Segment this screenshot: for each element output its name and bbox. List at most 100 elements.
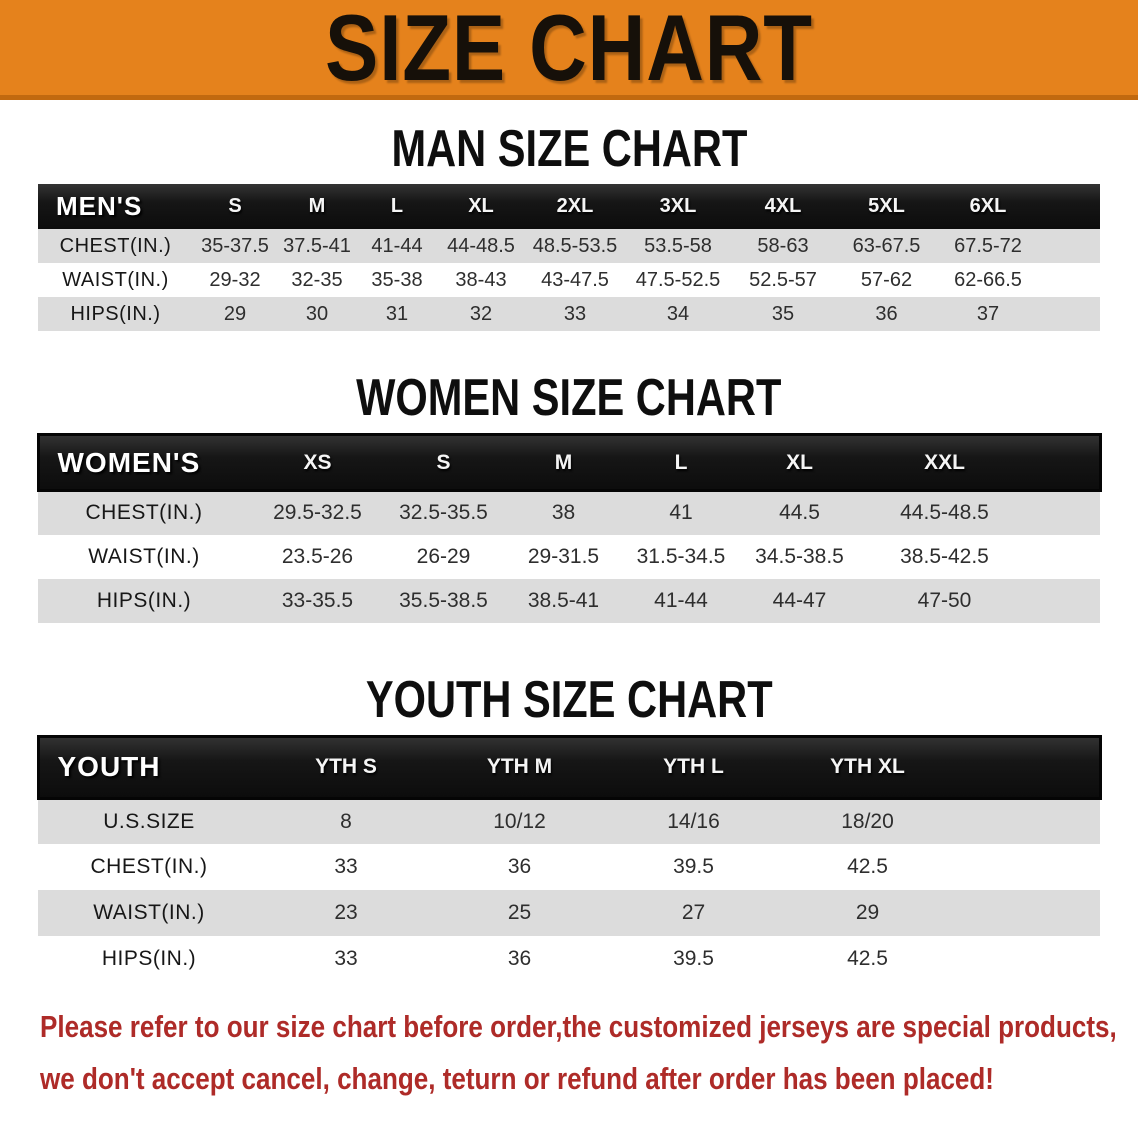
disclaimer: Please refer to our size chart before or… — [40, 1004, 1138, 1108]
size-cell: 62-66.5 — [954, 268, 1022, 291]
column-header-yth-l: YTH L — [607, 734, 780, 800]
size-cell: 41-44 — [371, 234, 423, 257]
size-cell: 57-62 — [860, 268, 913, 291]
size-cell: 31 — [385, 302, 409, 325]
column-header-3xl: 3XL — [659, 195, 697, 217]
size-cell: 44.5 — [779, 501, 820, 525]
women-header-row: WOMEN'S XS S M L XL XXL — [36, 433, 1102, 492]
women-section-heading-text: WOMEN SIZE CHART — [356, 369, 782, 427]
size-cell: 27 — [681, 901, 706, 924]
youth-table-title: YOUTH — [36, 734, 260, 800]
size-cell: 29-32 — [209, 268, 261, 291]
row-label: HIPS(IN.) — [96, 588, 192, 612]
size-cell: 67.5-72 — [954, 234, 1022, 257]
women-table-title: WOMEN'S — [36, 433, 250, 492]
men-header-row: MEN'S S M L XL 2XL 3XL 4XL 5XL 6XL — [38, 184, 1100, 229]
size-cell: 36 — [875, 302, 898, 325]
men-table-title: MEN'S — [56, 191, 143, 221]
youth-ussize-row: U.S.SIZE 8 10/12 14/16 18/20 — [38, 798, 1100, 844]
women-size-table: WOMEN'S XS S M L XL XXL CHEST(IN.) 29.5-… — [36, 433, 1102, 623]
size-cell: 36 — [507, 947, 532, 970]
size-cell: 36 — [507, 855, 532, 878]
men-section-heading-text: MAN SIZE CHART — [391, 120, 747, 178]
size-cell: 29.5-32.5 — [273, 501, 362, 525]
size-cell: 26-29 — [416, 544, 471, 568]
size-cell: 47-50 — [917, 588, 972, 612]
column-header-xl: XL — [737, 433, 862, 492]
size-cell: 39.5 — [673, 855, 714, 878]
women-chest-row: CHEST(IN.) 29.5-32.5 32.5-35.5 38 41 44.… — [38, 490, 1100, 535]
size-cell: 63-67.5 — [852, 234, 921, 257]
men-section-heading: MAN SIZE CHART — [0, 120, 1138, 184]
row-label: WAIST(IN.) — [88, 544, 200, 568]
men-waist-row: WAIST(IN.) 29-32 32-35 35-38 38-43 43-47… — [38, 263, 1100, 297]
size-cell: 38 — [551, 501, 576, 525]
spacer-cell — [1038, 263, 1100, 297]
size-cell: 29 — [855, 901, 880, 924]
size-cell: 35.5-38.5 — [399, 588, 488, 612]
size-cell: 39.5 — [673, 947, 714, 970]
spacer-cell — [1027, 535, 1100, 579]
size-cell: 10/12 — [493, 809, 546, 833]
disclaimer-line-1: Please refer to our size chart before or… — [40, 1004, 1138, 1056]
youth-size-table: YOUTH YTH S YTH M YTH L YTH XL U.S.SIZE … — [36, 734, 1102, 982]
banner-title: SIZE CHART — [325, 0, 813, 100]
spacer-cell — [1027, 491, 1100, 535]
banner: SIZE CHART — [0, 0, 1138, 100]
row-label: CHEST(IN.) — [59, 234, 172, 257]
row-label: CHEST(IN.) — [90, 855, 208, 878]
size-cell: 41 — [669, 501, 693, 525]
row-label: HIPS(IN.) — [101, 947, 197, 970]
men-hips-row: HIPS(IN.) 29 30 31 32 33 34 35 36 37 — [38, 297, 1100, 331]
size-cell: 32-35 — [291, 268, 343, 291]
women-section-heading: WOMEN SIZE CHART — [0, 369, 1138, 433]
spacer-cell — [955, 890, 1100, 936]
size-cell: 35-37.5 — [201, 234, 269, 257]
column-header-xl: XL — [468, 195, 494, 217]
size-cell: 58-63 — [757, 234, 809, 257]
disclaimer-line-1-text: Please refer to our size chart before or… — [40, 1009, 1117, 1044]
size-cell: 23 — [334, 901, 358, 924]
row-label: WAIST(IN.) — [93, 901, 205, 924]
size-chart-page: SIZE CHART MAN SIZE CHART MEN'S S M L XL… — [0, 0, 1138, 1108]
column-header-2xl: 2XL — [556, 195, 594, 217]
women-hips-row: HIPS(IN.) 33-35.5 35.5-38.5 38.5-41 41-4… — [38, 578, 1100, 623]
size-cell: 14/16 — [667, 809, 720, 833]
row-label: U.S.SIZE — [103, 809, 195, 833]
column-header-6xl: 6XL — [969, 195, 1007, 217]
size-cell: 44.5-48.5 — [900, 501, 989, 525]
column-header-xs: XS — [250, 433, 385, 492]
size-cell: 53.5-58 — [644, 234, 712, 257]
column-header-5xl: 5XL — [868, 195, 905, 217]
youth-waist-row: WAIST(IN.) 23 25 27 29 — [38, 890, 1100, 936]
size-cell: 47.5-52.5 — [635, 268, 721, 291]
spacer-cell — [1038, 297, 1100, 331]
size-cell: 38-43 — [455, 268, 507, 291]
row-label: WAIST(IN.) — [62, 268, 169, 291]
column-header-s: S — [385, 433, 502, 492]
size-cell: 34 — [666, 302, 690, 325]
youth-section-heading: YOUTH SIZE CHART — [0, 674, 1138, 735]
size-cell: 35 — [771, 302, 795, 325]
row-label: CHEST(IN.) — [85, 501, 203, 525]
size-cell: 44-48.5 — [447, 234, 515, 257]
column-header-m: M — [308, 195, 326, 217]
column-header-yth-m: YTH M — [432, 734, 607, 800]
spacer-cell — [955, 936, 1100, 982]
size-cell: 42.5 — [847, 855, 888, 878]
spacer-header-cell — [1038, 184, 1100, 229]
size-cell: 32.5-35.5 — [399, 501, 488, 525]
size-cell: 41-44 — [654, 588, 708, 612]
size-cell: 37.5-41 — [283, 234, 351, 257]
size-cell: 43-47.5 — [541, 268, 609, 291]
size-cell: 33 — [563, 302, 587, 325]
size-cell: 42.5 — [847, 947, 888, 970]
size-cell: 33-35.5 — [281, 588, 354, 612]
column-header-s: S — [228, 195, 242, 217]
size-cell: 25 — [507, 901, 532, 924]
size-cell: 38.5-42.5 — [900, 544, 989, 568]
size-cell: 31.5-34.5 — [636, 544, 726, 568]
column-header-l: L — [390, 195, 404, 217]
column-header-l: L — [625, 433, 737, 492]
spacer-cell — [1038, 229, 1100, 263]
